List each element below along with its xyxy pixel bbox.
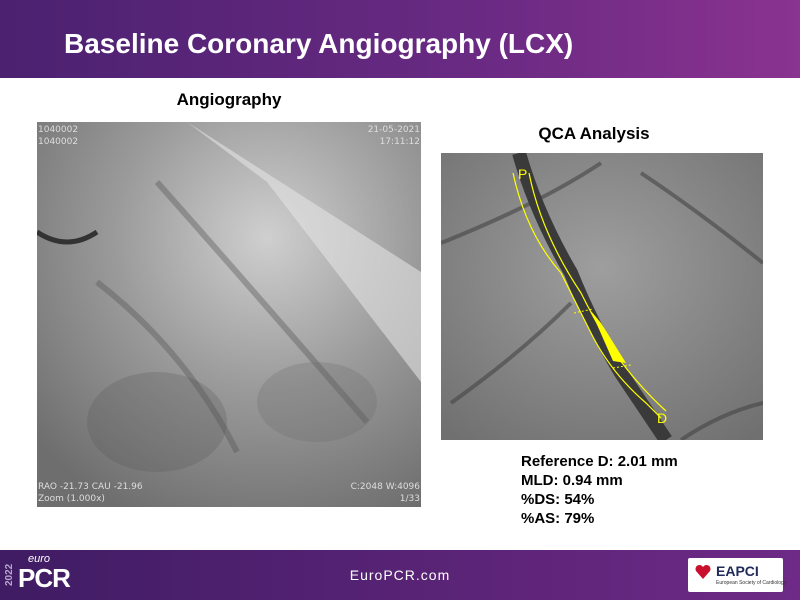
measurement-line: MLD: 0.94 mm [521, 472, 623, 489]
logo-box: EAPCI European Society of Cardiology [688, 558, 787, 592]
overlay-line: 1/33 [399, 494, 420, 504]
marker-label: D [657, 410, 667, 426]
overlay-text: 1040002 1040002 [38, 124, 78, 148]
overlay-line: 21-05-2021 [367, 125, 420, 135]
logo-heart [695, 564, 711, 579]
panel-title: Angiography [176, 90, 282, 109]
measurement-line: %DS: 54% [521, 491, 595, 508]
brand-small: euro [28, 553, 51, 565]
overlay-line: 1040002 [38, 125, 79, 135]
overlay-line: Zoom (1.000x) [38, 494, 105, 504]
measurement-line: %AS: 79% [521, 510, 595, 527]
brand: PCR [18, 563, 71, 593]
panel-title: QCA Analysis [538, 124, 650, 143]
footer-url: EuroPCR.com [349, 567, 451, 583]
slide-title: Baseline Coronary Angiography (LCX) [64, 28, 574, 59]
logo-name: EAPCI [716, 563, 759, 579]
logo-subtitle: European Society of Cardiology [716, 580, 787, 586]
footer-band [0, 550, 800, 600]
qca-image: P D [441, 153, 763, 440]
measurement-line: Reference D: 2.01 mm [521, 453, 678, 470]
marker-label: P [518, 166, 527, 182]
overlay-text: C:2048 W:4096 1/33 [351, 481, 420, 505]
overlay-line: 17:11:12 [379, 137, 420, 147]
overlay-text: RAO -21.73 CAU -21.96 Zoom (1.000x) [38, 481, 143, 505]
header-band [0, 0, 800, 78]
overlay-line: RAO -21.73 CAU -21.96 [38, 482, 143, 492]
overlay-line: C:2048 W:4096 [350, 482, 420, 492]
overlay-text: 21-05-2021 17:11:12 [368, 124, 420, 148]
overlay-line: 1040002 [38, 137, 79, 147]
measurements: Reference D: 2.01 mm MLD: 0.94 mm %DS: 5… [521, 452, 678, 528]
angiogram-image [37, 122, 421, 507]
